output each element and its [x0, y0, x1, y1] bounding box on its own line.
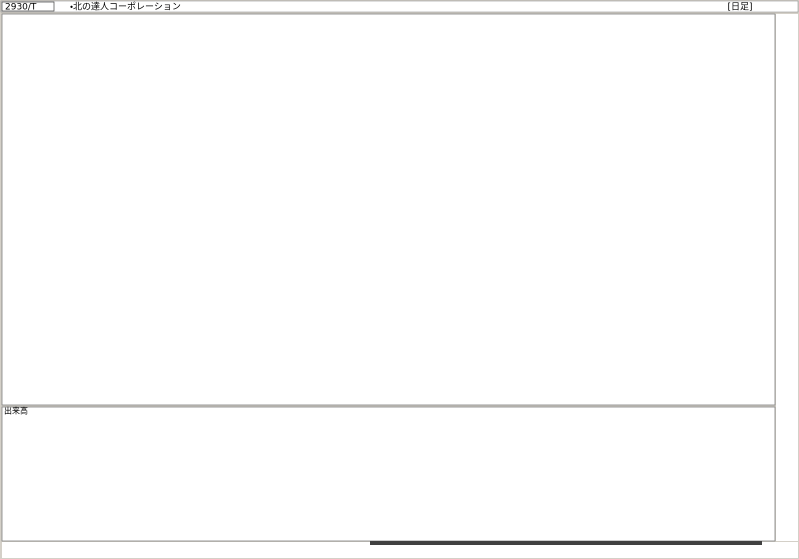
volume-label: 出来高 — [4, 406, 28, 416]
header-bar — [0, 0, 799, 13]
scroll-bar — [370, 541, 762, 545]
stock-code: 2930/T — [5, 3, 37, 13]
code-box — [1, 1, 55, 12]
company-name: ・北の達人コーポレーション — [70, 1, 181, 13]
price-panel — [1, 13, 776, 406]
date-strip — [2, 542, 798, 558]
period: [日足] — [727, 2, 752, 13]
volume-panel — [1, 406, 776, 542]
axis-strip — [776, 14, 798, 541]
